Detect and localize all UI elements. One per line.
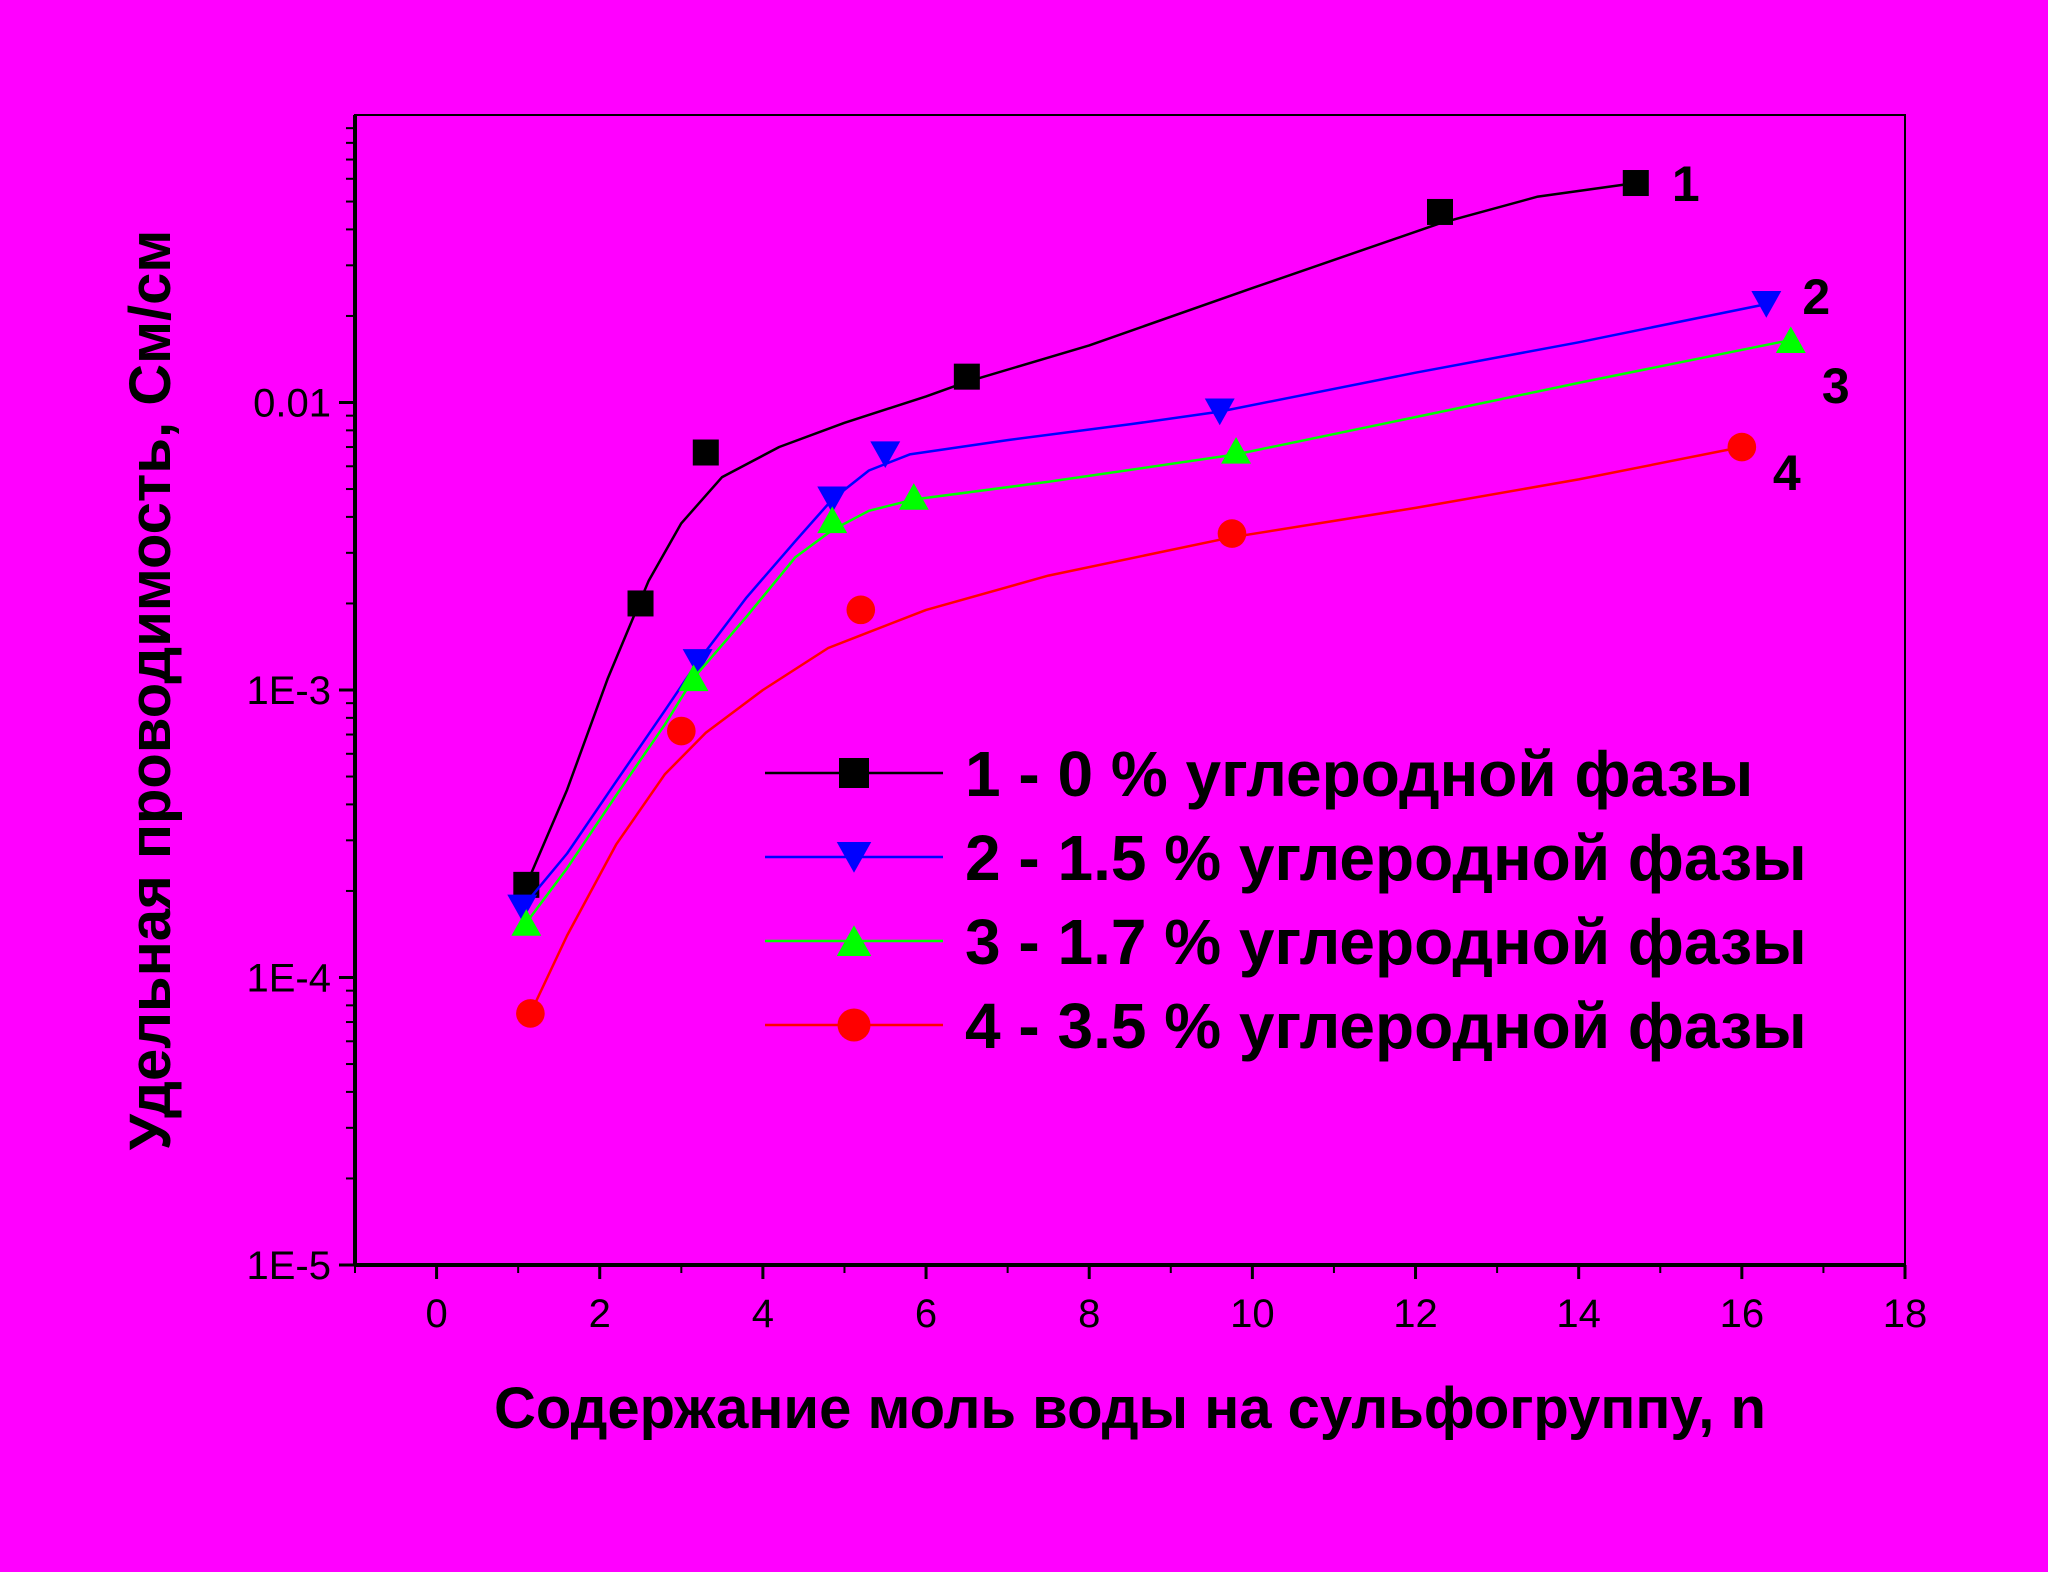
data-point [1622,170,1649,197]
legend: 1 - 0 % углеродной фазы 2 - 1.5 % углерод… [765,738,1807,1062]
x-tick-label: 2 [589,1292,611,1336]
data-point [898,483,929,510]
legend-item: 3 - 1.7 % углеродной фазы [765,906,1807,978]
y-tick-label: 0.01 [253,382,331,426]
series-layer [507,170,1806,1028]
legend-label: 1 - 0 % углеродной фазы [965,738,1753,810]
legend-item: 2 - 1.5 % углеродной фазы [765,822,1807,894]
series-3 [511,326,1806,936]
legend-marker [839,758,869,788]
x-tick-label: 14 [1556,1292,1601,1336]
x-tick-label: 8 [1078,1292,1100,1336]
data-point [513,871,540,898]
data-point [692,439,719,466]
x-axis-title: Содержание моль воды на сульфогруппу, n [494,1376,1766,1441]
curve-end-label: 2 [1802,269,1830,325]
series-line [525,181,1636,886]
curve-end-labels: 1 2 34 [1672,156,1850,501]
x-tick-label: 10 [1230,1292,1275,1336]
data-point [870,441,901,469]
data-point [516,999,545,1028]
data-point [817,506,848,534]
legend-label: 3 - 1.7 % углеродной фазы [965,906,1807,978]
y-ticks: 1E-5 1E-4 1E-3 0.01 [247,127,355,1288]
series-line [529,445,1743,1014]
data-point [511,909,542,936]
data-point [1751,291,1782,318]
x-tick-label: 16 [1720,1292,1765,1336]
data-point [1204,398,1235,426]
legend-marker [836,842,872,873]
data-point [627,590,654,617]
x-tick-label: 12 [1393,1292,1438,1336]
data-point [1727,432,1757,462]
y-tick-label: 1E-5 [247,1244,332,1288]
x-ticks: 0 2 4 6 8 10 12 14 16 18 [354,1265,1928,1336]
x-tick-label: 18 [1883,1292,1928,1336]
legend-label: 2 - 1.5 % углеродной фазы [965,822,1807,894]
data-point [953,363,980,390]
data-point [846,595,876,625]
series-4 [516,432,1757,1028]
data-point [817,486,848,514]
legend-item: 1 - 0 % углеродной фазы [765,738,1753,810]
curve-end-label: 4 [1773,445,1801,501]
series-line [521,302,1767,909]
x-tick-label: 6 [915,1292,937,1336]
y-axis-title: Удельная проводимость, См/см [118,230,183,1151]
series-1 [513,170,1649,898]
series-2 [507,291,1782,922]
legend-marker [837,1008,871,1042]
data-point [1427,198,1453,225]
legend-label: 4 - 3.5 % углеродной фазы [965,990,1807,1062]
legend-marker [836,925,872,956]
x-tick-label: 4 [752,1292,774,1336]
x-tick-label: 0 [425,1292,447,1336]
plot-area [354,114,1906,1266]
data-point [1221,437,1252,464]
data-point [667,716,696,746]
data-point [1775,326,1806,353]
legend-item: 4 - 3.5 % углеродной фазы [765,990,1807,1062]
y-tick-label: 1E-4 [247,957,332,1001]
y-tick-label: 1E-3 [247,669,332,713]
data-point [507,894,538,922]
curve-end-label: 1 [1672,156,1700,212]
data-point [678,664,709,692]
curve-end-label: 3 [1822,358,1850,414]
data-point [682,649,713,676]
data-point [1217,519,1247,548]
